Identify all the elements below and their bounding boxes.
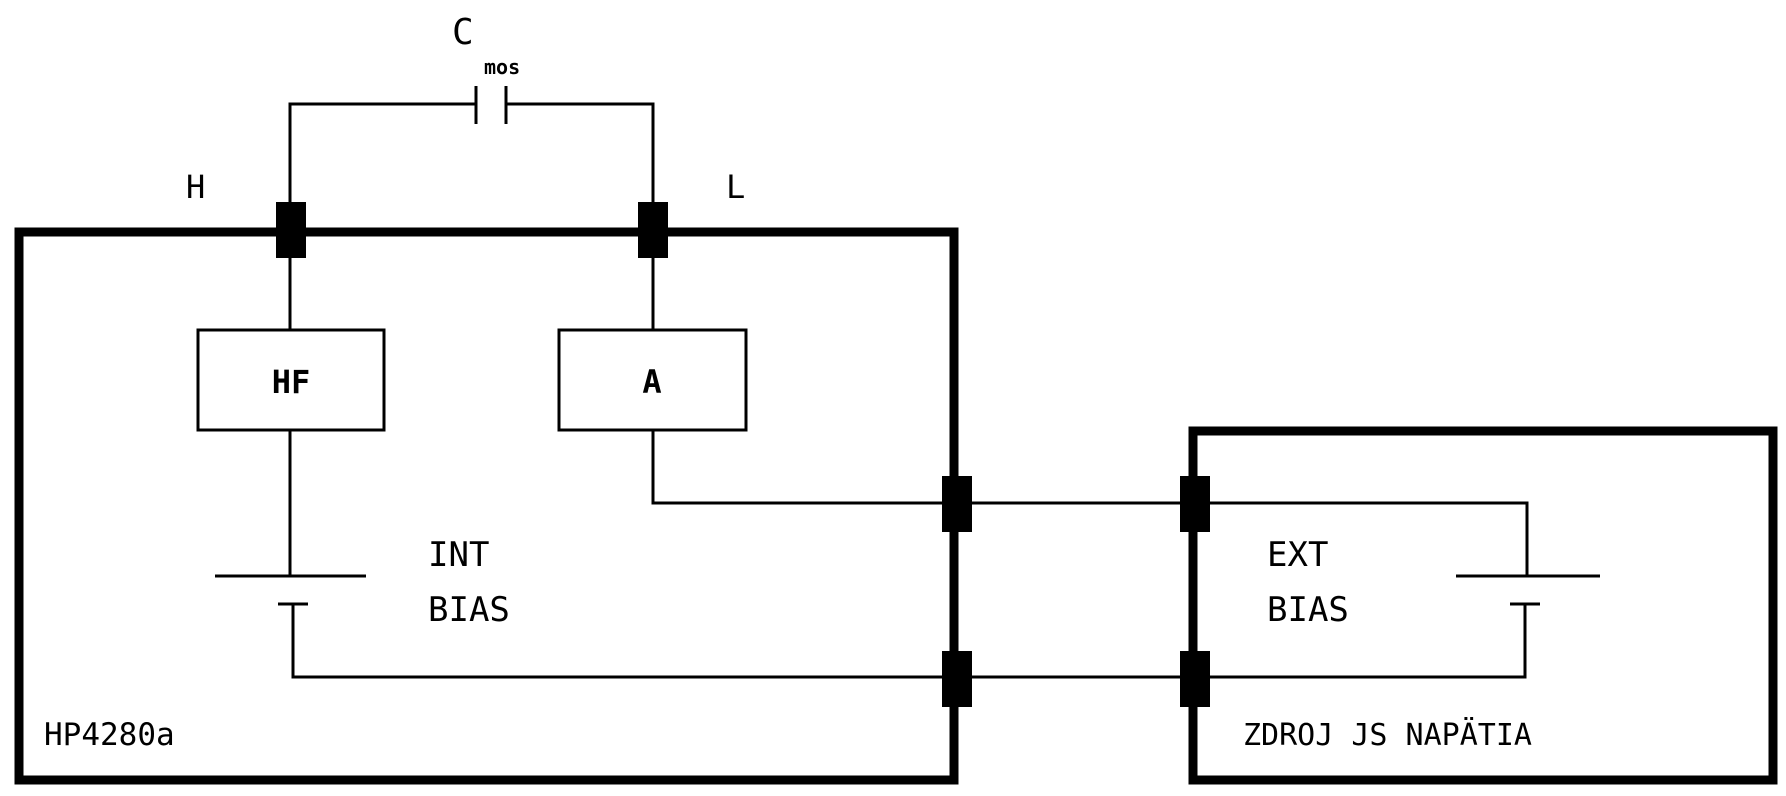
instrument-label: HP4280a <box>44 717 175 753</box>
connector-instrument-top <box>942 476 972 532</box>
internal-battery-symbol <box>215 574 366 606</box>
connector-supply-top <box>1180 476 1210 532</box>
external-battery-symbol <box>1456 574 1600 606</box>
ext-bias-line1: EXT <box>1267 535 1328 575</box>
capacitor-subscript: mos <box>484 55 520 79</box>
ammeter-label: A <box>642 363 661 401</box>
hf-label: HF <box>272 363 311 401</box>
terminal-h-label: H <box>186 168 205 206</box>
int-bias-line2: BIAS <box>428 590 510 630</box>
connector-l <box>638 202 668 258</box>
supply-label: ZDROJ JS NAPÄTIA <box>1243 717 1532 753</box>
connector-blocks <box>276 202 1210 707</box>
connector-instrument-bottom <box>942 651 972 707</box>
instrument-box <box>14 227 959 785</box>
hf-box <box>196 328 386 432</box>
int-bias-line1: INT <box>428 535 489 575</box>
capacitor-label: C <box>452 12 474 53</box>
supply-box <box>1188 426 1778 785</box>
ammeter-box <box>557 328 748 432</box>
connector-h <box>276 202 306 258</box>
terminal-l-label: L <box>726 168 745 206</box>
capacitor-wiring <box>288 86 655 234</box>
ext-bias-line2: BIAS <box>1267 590 1349 630</box>
connector-supply-bottom <box>1180 651 1210 707</box>
